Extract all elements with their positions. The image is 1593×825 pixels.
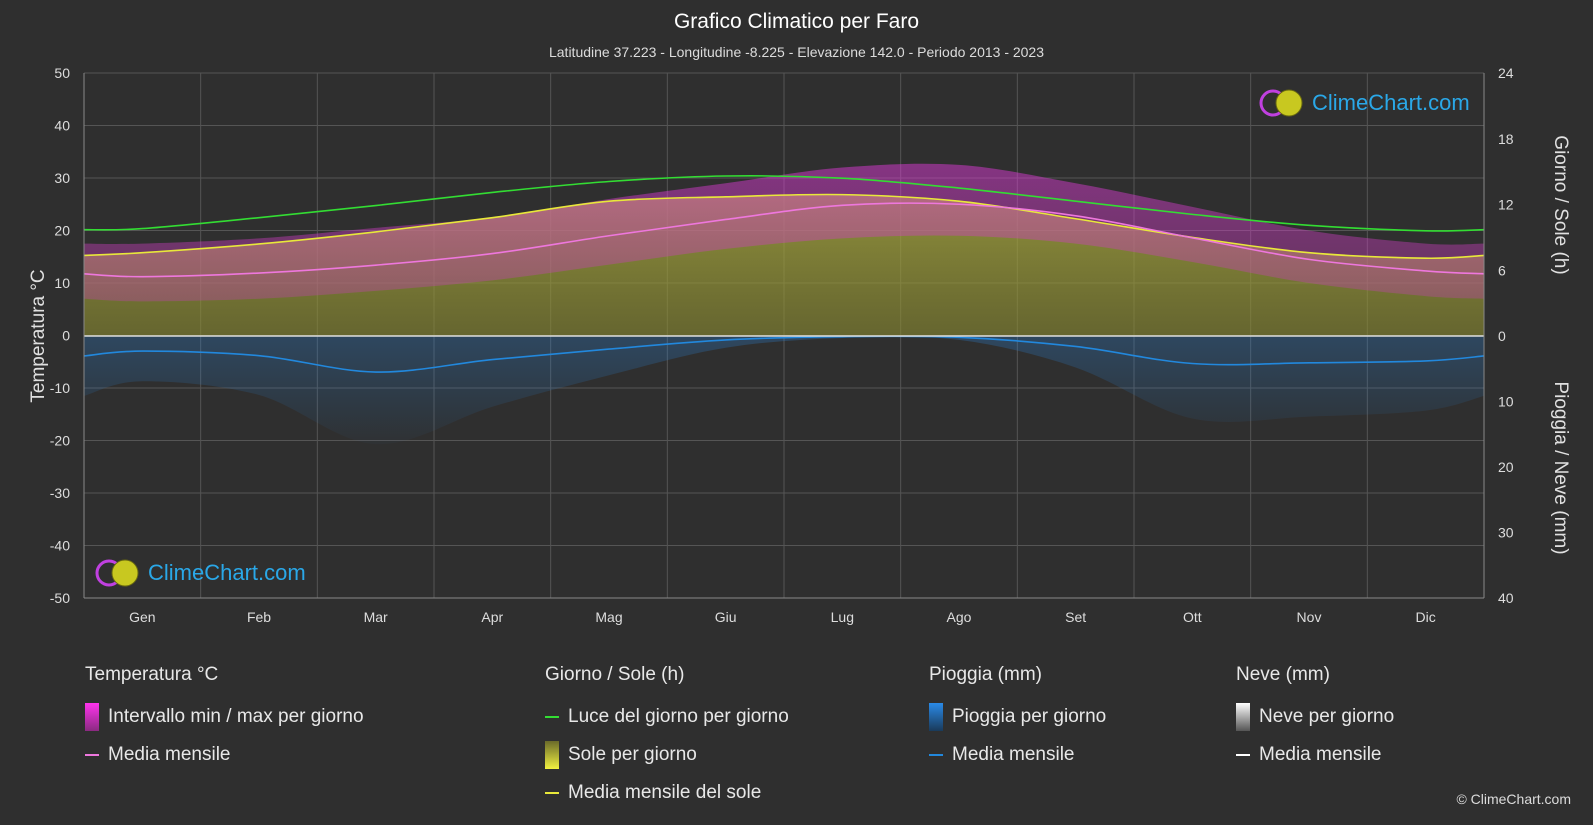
y-left-tick-label: 30 [54,170,70,186]
legend-temperature: Temperatura °C Intervallo min / max per … [85,664,364,774]
y-right-bottom-tick-label: 40 [1498,590,1514,606]
legend-label: Media mensile [108,744,231,765]
y-left-tick-label: 50 [54,65,70,81]
x-tick-label: Giu [715,609,737,625]
y-left-tick-label: 20 [54,223,70,239]
sun-mean-swatch [545,792,559,794]
y-right-top-tick-label: 24 [1498,65,1514,81]
copyright: © ClimeChart.com [1456,791,1571,807]
y-left-tick-label: 40 [54,118,70,134]
x-tick-label: Apr [481,609,503,625]
rain-mean-line [83,335,1485,373]
right-axis-label-bottom: Pioggia / Neve (mm) [1550,381,1571,554]
x-tick-label: Ott [1183,609,1202,625]
y-right-top-tick-label: 12 [1498,197,1514,213]
series-lines [83,175,1485,373]
logo-text: ClimeChart.com [148,560,306,585]
climechart-logo-icon [95,559,139,587]
legend-rain-title: Pioggia (mm) [929,664,1042,685]
legend-snow: Neve (mm) Neve per giorno Media mensile [1236,664,1394,774]
logo-bottom[interactable]: ClimeChart.com [94,558,306,588]
legend-rain: Pioggia (mm) Pioggia per giorno Media me… [929,664,1106,774]
y-left-tick-label: -10 [50,380,70,396]
legend-item-sunshine: Sole per giorno [545,736,789,774]
legend-item-daylight: Luce del giorno per giorno [545,698,789,736]
rain-mean-swatch [929,754,943,756]
right-axis-label-top: Giorno / Sole (h) [1550,135,1571,274]
legend-item-sun-mean: Media mensile del sole [545,774,789,812]
snow-mean-swatch [1236,754,1250,756]
daylight-swatch [545,716,559,718]
x-tick-label: Nov [1297,609,1322,625]
x-tick-label: Ago [947,609,972,625]
y-left-tick-label: -40 [50,538,70,554]
y-right-bottom-tick-label: 20 [1498,459,1514,475]
legend-label: Sole per giorno [568,744,697,765]
x-tick-label: Dic [1416,609,1436,625]
legend-snow-title: Neve (mm) [1236,664,1330,685]
legend-label: Media mensile [952,744,1075,765]
daylight-line [83,175,1485,232]
chart-subtitle: Latitudine 37.223 - Longitudine -8.225 -… [548,44,1045,60]
legend-item-temp-mean: Media mensile [85,736,364,774]
rain-area [84,336,1484,445]
legend-item-snow-mean: Media mensile [1236,736,1394,774]
x-tick-label: Mar [364,609,388,625]
sunshine-swatch [545,741,559,769]
climechart-logo-icon [1259,89,1303,117]
legend-item-snow: Neve per giorno [1236,698,1394,736]
x-tick-label: Gen [129,609,155,625]
temp-mean-swatch [85,754,99,756]
temp-mean-line [83,202,1485,278]
y-left-tick-label: -50 [50,590,70,606]
legend-label: Intervallo min / max per giorno [108,706,364,727]
x-tick-label: Lug [831,609,854,625]
axes: 50 40 30 20 10 0 -10 -20 -30 -40 -50 24 18 12 6 0 10 20 30… [50,65,1514,625]
legend-item-rain: Pioggia per giorno [929,698,1106,736]
legend-label: Pioggia per giorno [952,706,1107,727]
temperature-range-area [84,163,1484,302]
x-tick-label: Mag [595,609,622,625]
legend-label: Neve per giorno [1259,706,1395,727]
legend-temperature-title: Temperatura °C [85,664,219,685]
sun-mean-line [83,193,1485,260]
temp-range-band [84,163,1484,302]
legend-sun-title: Giorno / Sole (h) [545,664,685,685]
y-left-tick-label: 10 [54,275,70,291]
y-right-top-tick-label: 6 [1498,262,1506,278]
chart-title: Grafico Climatico per Faro [673,10,920,33]
y-right-top-tick-label: 18 [1498,131,1514,147]
rain-swatch [929,703,943,731]
y-right-bottom-tick-label: 10 [1498,394,1514,410]
legend-label: Media mensile del sole [568,782,762,803]
legend-label: Media mensile [1259,744,1382,765]
logo-top[interactable]: ClimeChart.com [1258,88,1470,118]
rain-fill [84,336,1484,445]
y-left-tick-label: -20 [50,433,70,449]
legend-label: Luce del giorno per giorno [568,706,789,727]
logo-text: ClimeChart.com [1312,90,1470,115]
y-right-top-tick-label: 0 [1498,328,1506,344]
y-right-bottom-tick-label: 30 [1498,525,1514,541]
legend-item-temp-range: Intervallo min / max per giorno [85,698,364,736]
legend-item-rain-mean: Media mensile [929,736,1106,774]
snow-swatch [1236,703,1250,731]
y-left-tick-label: 0 [62,328,70,344]
left-axis-label: Temperatura °C [28,269,49,402]
temp-range-swatch [85,703,99,731]
y-left-tick-label: -30 [50,485,70,501]
legend-sun: Giorno / Sole (h) Luce del giorno per gi… [545,664,789,812]
x-tick-label: Feb [247,609,271,625]
x-tick-label: Set [1065,609,1086,625]
